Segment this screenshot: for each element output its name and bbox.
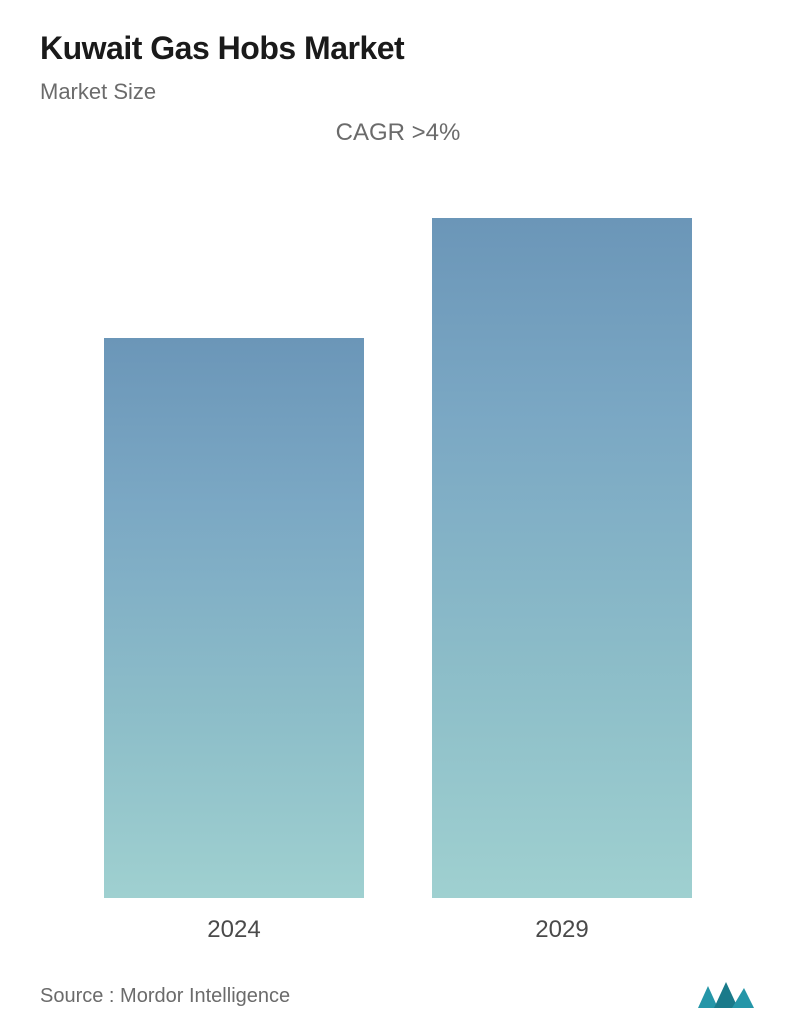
bar-label-1: 2029 bbox=[535, 916, 588, 944]
chart-container: Kuwait Gas Hobs Market Market Size CAGR … bbox=[0, 0, 796, 1034]
chart-plot-area: 2024 2029 bbox=[40, 157, 756, 944]
bar-group-1: 2029 bbox=[432, 218, 692, 944]
cagr-label: CAGR >4% bbox=[40, 119, 756, 147]
chart-title: Kuwait Gas Hobs Market bbox=[40, 30, 756, 67]
bar-group-0: 2024 bbox=[104, 338, 364, 944]
chart-subtitle: Market Size bbox=[40, 79, 756, 105]
mordor-logo-icon bbox=[696, 978, 756, 1014]
source-text: Source : Mordor Intelligence bbox=[40, 985, 290, 1008]
bar-1 bbox=[432, 218, 692, 898]
chart-footer: Source : Mordor Intelligence bbox=[40, 954, 756, 1014]
bar-0 bbox=[104, 338, 364, 898]
bar-label-0: 2024 bbox=[207, 916, 260, 944]
